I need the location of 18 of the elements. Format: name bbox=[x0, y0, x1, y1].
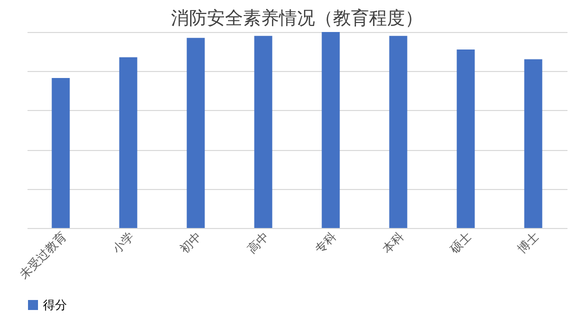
x-tick-label: 专科 bbox=[312, 229, 340, 256]
bar bbox=[322, 32, 340, 228]
x-tick-label: 初中 bbox=[177, 229, 204, 256]
x-tick-label: 博士 bbox=[514, 229, 542, 256]
x-tick-label: 小学 bbox=[110, 229, 137, 256]
x-tick-label: 本科 bbox=[380, 229, 407, 256]
bar bbox=[524, 59, 542, 228]
x-tick-label: 未受过教育 bbox=[16, 229, 70, 282]
x-tick-label: 硕士 bbox=[446, 229, 474, 257]
bar bbox=[254, 36, 272, 228]
chart-title: 消防安全素养情况（教育程度） bbox=[171, 8, 423, 29]
bar bbox=[119, 57, 138, 228]
x-tick-label: 高中 bbox=[244, 229, 272, 256]
bar bbox=[389, 36, 408, 228]
bar bbox=[456, 49, 475, 228]
legend-label: 得分 bbox=[43, 298, 67, 312]
bar bbox=[52, 78, 70, 228]
bar bbox=[186, 38, 205, 228]
